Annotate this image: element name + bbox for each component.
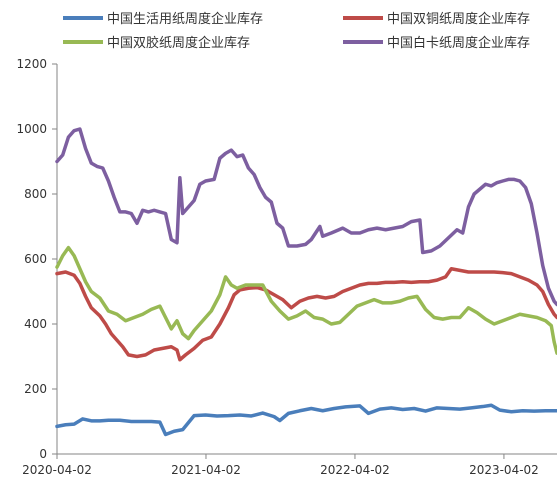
legend-label: 中国双铜纸周度企业库存 [387, 11, 530, 27]
y-tick-label: 200 [24, 382, 47, 396]
y-tick-label: 800 [24, 187, 47, 201]
y-tick-label: 1200 [16, 57, 47, 71]
y-tick-label: 400 [24, 317, 47, 331]
x-axis: 2020-04-02 2021-04-02 2022-04-02 2023-04-02 [22, 453, 557, 477]
y-axis: 0 200 400 600 800 1000 1200 [16, 57, 58, 461]
series-line [55, 403, 557, 437]
legend-label: 中国白卡纸周度企业库存 [387, 35, 530, 51]
x-tick-label: 2023-04-02 [469, 463, 539, 477]
legend-label: 中国生活用纸周度企业库存 [107, 11, 263, 27]
legend-label: 中国双胶纸周度企业库存 [107, 35, 250, 51]
series-line [55, 127, 557, 307]
series-line [55, 245, 557, 355]
y-tick-label: 600 [24, 252, 47, 266]
x-tick-label: 2022-04-02 [320, 463, 390, 477]
x-tick-label: 2020-04-02 [22, 463, 92, 477]
y-tick-label: 0 [39, 447, 47, 461]
x-tick-label: 2021-04-02 [171, 463, 241, 477]
plot-area [55, 127, 557, 437]
series-line [55, 267, 557, 362]
y-tick-label: 1000 [16, 122, 47, 136]
